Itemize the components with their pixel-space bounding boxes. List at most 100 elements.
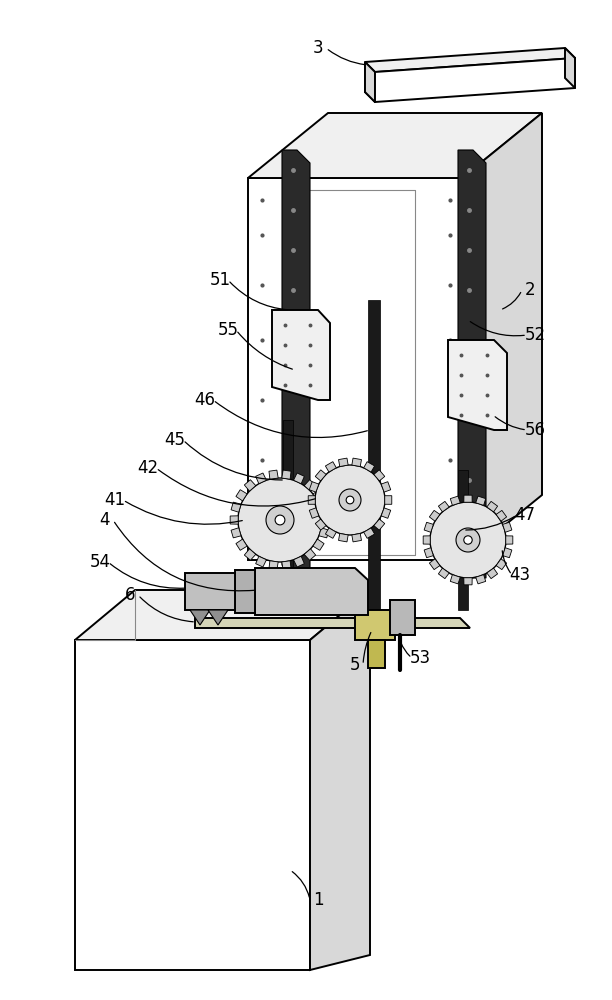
- Polygon shape: [256, 556, 266, 567]
- Polygon shape: [450, 575, 460, 584]
- Polygon shape: [282, 470, 291, 479]
- Polygon shape: [75, 590, 370, 640]
- Polygon shape: [450, 496, 460, 505]
- Polygon shape: [506, 536, 513, 544]
- Circle shape: [430, 502, 506, 578]
- Polygon shape: [315, 519, 326, 530]
- Text: 45: 45: [165, 431, 185, 449]
- Polygon shape: [315, 470, 326, 481]
- Polygon shape: [208, 610, 228, 625]
- Text: 55: 55: [217, 321, 239, 339]
- Polygon shape: [235, 570, 255, 613]
- Circle shape: [315, 465, 385, 535]
- Polygon shape: [375, 58, 575, 102]
- Circle shape: [238, 478, 322, 562]
- Polygon shape: [319, 528, 329, 538]
- Text: 4: 4: [100, 511, 110, 529]
- Polygon shape: [309, 508, 319, 518]
- Polygon shape: [313, 490, 324, 501]
- Polygon shape: [385, 496, 392, 504]
- Text: 42: 42: [138, 459, 159, 477]
- Text: 51: 51: [209, 271, 231, 289]
- Polygon shape: [364, 528, 375, 538]
- Polygon shape: [374, 519, 385, 530]
- Polygon shape: [231, 502, 241, 512]
- Polygon shape: [462, 113, 542, 560]
- Polygon shape: [458, 470, 468, 610]
- Text: 53: 53: [409, 649, 431, 667]
- Polygon shape: [248, 113, 542, 178]
- Circle shape: [346, 496, 354, 504]
- Polygon shape: [390, 600, 415, 635]
- Polygon shape: [190, 610, 210, 625]
- Polygon shape: [256, 473, 266, 484]
- Polygon shape: [236, 490, 247, 501]
- Polygon shape: [368, 300, 380, 610]
- Polygon shape: [244, 480, 256, 491]
- Polygon shape: [464, 578, 472, 585]
- Polygon shape: [294, 473, 304, 484]
- Polygon shape: [244, 549, 256, 560]
- Polygon shape: [236, 539, 247, 550]
- Polygon shape: [195, 618, 470, 628]
- Text: 3: 3: [313, 39, 323, 57]
- Circle shape: [456, 528, 480, 552]
- Polygon shape: [364, 462, 375, 472]
- Polygon shape: [438, 501, 449, 512]
- Text: 54: 54: [89, 553, 111, 571]
- Polygon shape: [374, 470, 385, 481]
- Polygon shape: [424, 522, 433, 532]
- Polygon shape: [282, 150, 310, 578]
- Polygon shape: [326, 528, 337, 538]
- Text: 1: 1: [313, 891, 323, 909]
- Polygon shape: [272, 310, 330, 400]
- Polygon shape: [352, 458, 362, 467]
- Text: 5: 5: [349, 656, 360, 674]
- Polygon shape: [424, 548, 433, 558]
- Circle shape: [275, 515, 285, 525]
- Text: 43: 43: [509, 566, 531, 584]
- Polygon shape: [282, 561, 291, 570]
- Polygon shape: [476, 575, 486, 584]
- Circle shape: [339, 489, 361, 511]
- Polygon shape: [476, 496, 486, 505]
- Polygon shape: [430, 559, 440, 570]
- Polygon shape: [487, 501, 498, 512]
- Polygon shape: [248, 178, 462, 560]
- Polygon shape: [496, 510, 507, 521]
- Text: 41: 41: [105, 491, 125, 509]
- Polygon shape: [255, 568, 368, 615]
- Polygon shape: [338, 533, 348, 542]
- Polygon shape: [430, 510, 440, 521]
- Polygon shape: [381, 508, 390, 518]
- Polygon shape: [464, 495, 472, 502]
- Polygon shape: [230, 516, 238, 524]
- Polygon shape: [269, 470, 278, 479]
- Polygon shape: [310, 590, 370, 970]
- Polygon shape: [423, 536, 430, 544]
- Polygon shape: [319, 502, 329, 512]
- Text: 46: 46: [195, 391, 215, 409]
- Circle shape: [464, 536, 472, 544]
- Polygon shape: [231, 528, 241, 538]
- Polygon shape: [502, 548, 512, 558]
- Polygon shape: [502, 522, 512, 532]
- Polygon shape: [458, 150, 486, 578]
- Text: 2: 2: [524, 281, 536, 299]
- Polygon shape: [496, 559, 507, 570]
- Text: 47: 47: [515, 506, 536, 524]
- Polygon shape: [365, 62, 375, 102]
- Text: 56: 56: [524, 421, 545, 439]
- Polygon shape: [185, 573, 235, 610]
- Text: 6: 6: [125, 586, 135, 604]
- Polygon shape: [294, 556, 304, 567]
- Polygon shape: [304, 549, 316, 560]
- Polygon shape: [308, 496, 315, 504]
- Polygon shape: [368, 640, 385, 668]
- Polygon shape: [326, 462, 337, 472]
- Polygon shape: [355, 610, 395, 640]
- Polygon shape: [283, 420, 293, 595]
- Polygon shape: [338, 458, 348, 467]
- Polygon shape: [565, 48, 575, 88]
- Polygon shape: [75, 640, 310, 970]
